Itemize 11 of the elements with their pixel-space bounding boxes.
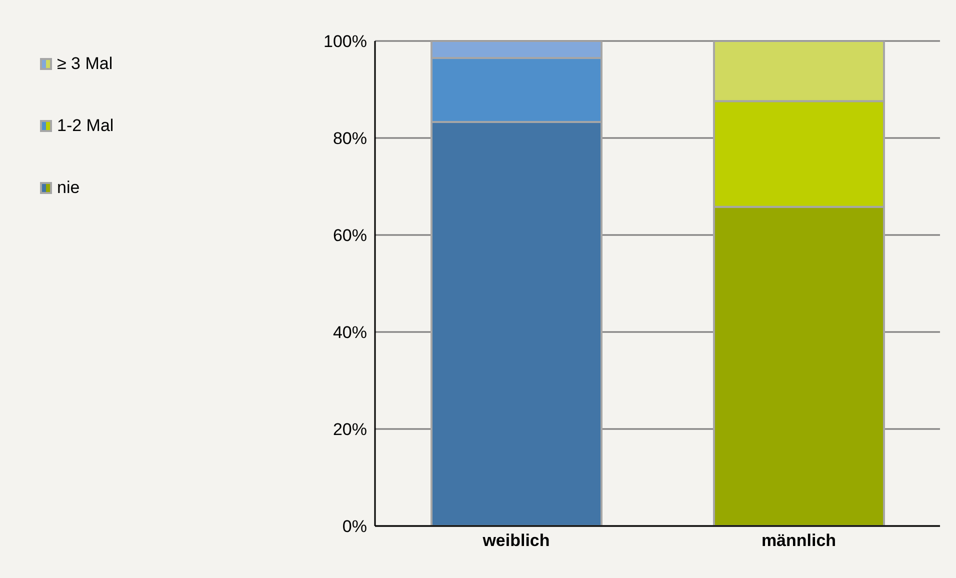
- y-tick-label: 20%: [332, 420, 367, 440]
- y-tick-label: 60%: [332, 226, 367, 246]
- y-tick-label: 40%: [332, 323, 367, 342]
- y-tick-label: 100%: [324, 32, 367, 52]
- legend-label: ≥ 3 Mal: [57, 54, 113, 74]
- y-tick-label: 80%: [332, 129, 367, 148]
- legend-label: 1-2 Mal: [57, 116, 114, 136]
- x-tick-label: männlich: [761, 531, 836, 550]
- legend-label: nie: [57, 178, 80, 198]
- x-tick-label: weiblich: [482, 531, 550, 550]
- y-tick-label: 0%: [342, 517, 367, 536]
